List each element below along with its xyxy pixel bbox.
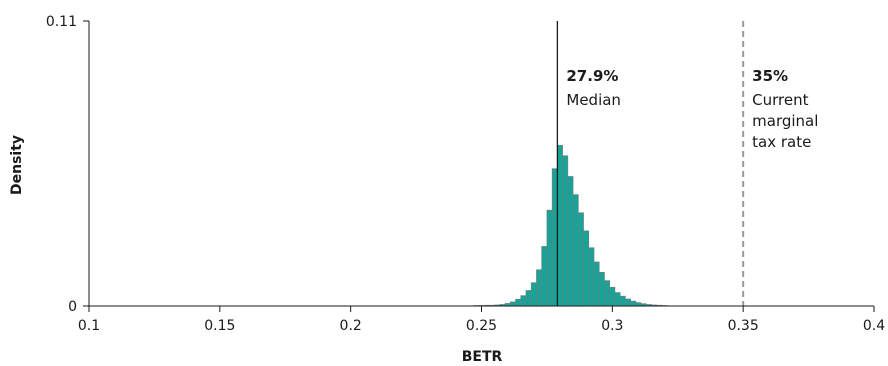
histogram-bar [562, 155, 569, 307]
median-value-label: 27.9% [566, 67, 618, 85]
histogram-bar [515, 298, 522, 307]
histogram-bar [551, 168, 558, 307]
tax-rate-value-label: 35% [752, 67, 788, 85]
x-tick-label: 0.3 [601, 318, 623, 334]
histogram-bar [530, 282, 537, 307]
reference-lines: 27.9% Median 35% Current marginal tax rate [556, 21, 818, 306]
histogram-bar [567, 176, 574, 307]
histogram-bar [609, 287, 616, 307]
x-tick-label: 0.1 [78, 318, 100, 334]
histogram-bar [593, 261, 600, 307]
x-tick-label: 0.2 [340, 318, 362, 334]
x-tick-label: 0.4 [863, 318, 885, 334]
histogram-bar [598, 272, 605, 307]
histogram-bar [557, 145, 563, 307]
y-tick-label: 0 [68, 299, 77, 315]
histogram-bar [525, 290, 532, 307]
histogram-bar [635, 302, 642, 307]
tax-rate-caption: marginal [752, 112, 818, 130]
histogram-bar [541, 246, 548, 307]
histogram-bar [583, 230, 590, 307]
histogram-bar [572, 194, 579, 307]
x-tick-label: 0.35 [728, 318, 759, 334]
histogram-bars [473, 145, 668, 307]
histogram-bar [619, 295, 626, 307]
histogram-bar [588, 247, 595, 307]
histogram-bar [578, 212, 584, 307]
histogram-bar [630, 300, 637, 307]
x-axis-title: BETR [462, 349, 503, 365]
y-axis-title: Density [9, 135, 25, 195]
y-tick-label: 0.11 [46, 14, 77, 30]
tax-rate-caption: Current [752, 91, 808, 109]
histogram-bar [520, 295, 527, 307]
histogram-bar [614, 292, 621, 307]
histogram-bar [625, 298, 631, 307]
x-tick-label: 0.25 [466, 318, 497, 334]
tax-rate-caption: tax rate [752, 133, 811, 151]
median-caption: Median [566, 91, 621, 109]
y-axis-ticks: 00.11 [46, 14, 89, 315]
histogram-bar [604, 280, 611, 307]
x-axis-ticks: 0.1 0.15 0.2 0.25 0.3 0.35 0.4 [78, 306, 885, 334]
histogram-bar [536, 269, 542, 307]
histogram-bar [509, 301, 516, 307]
histogram-bar [546, 209, 553, 307]
x-tick-label: 0.15 [204, 318, 235, 334]
